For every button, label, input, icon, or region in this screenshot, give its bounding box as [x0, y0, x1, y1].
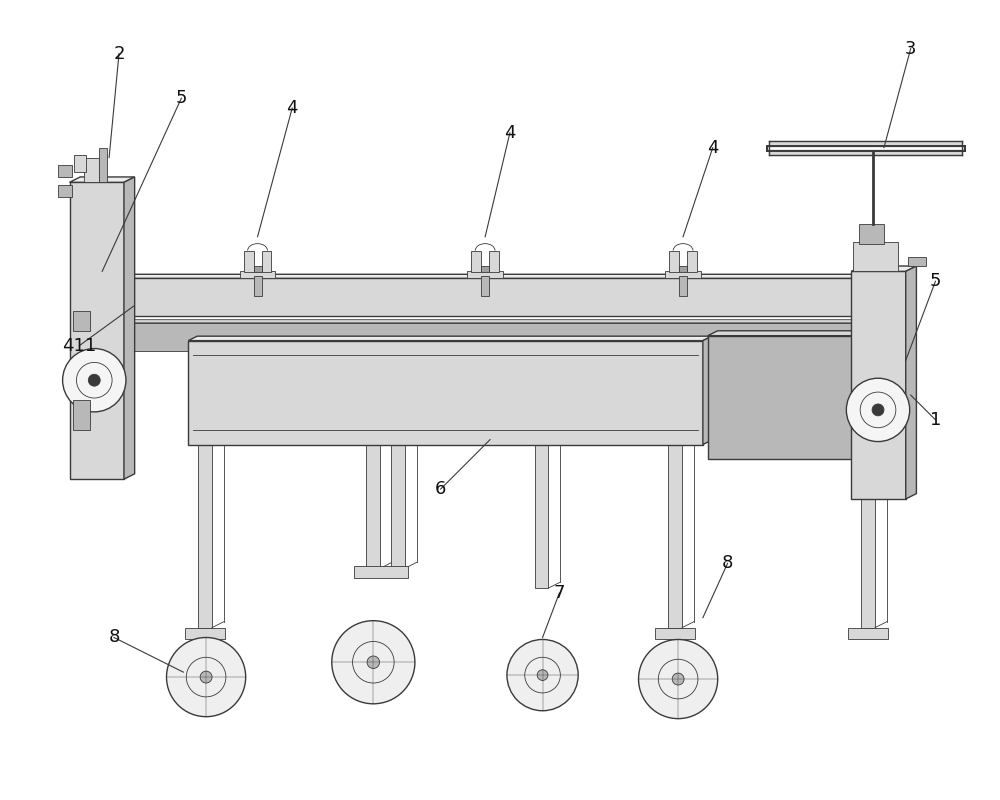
Bar [908, 257, 926, 266]
Bar [58, 166, 72, 178]
Bar [679, 266, 687, 272]
Bar [73, 400, 90, 430]
Text: 2: 2 [113, 45, 125, 62]
Text: 5: 5 [176, 89, 187, 107]
Circle shape [639, 639, 718, 718]
Circle shape [537, 670, 548, 681]
Polygon shape [188, 336, 712, 341]
Bar [687, 250, 697, 272]
Bar [70, 182, 124, 479]
Circle shape [507, 639, 578, 710]
Bar [708, 336, 861, 459]
Polygon shape [703, 336, 712, 445]
Bar [481, 266, 489, 272]
Bar [481, 276, 489, 296]
Bar [74, 154, 86, 172]
Circle shape [63, 349, 126, 412]
Bar [669, 250, 679, 272]
Polygon shape [124, 274, 879, 278]
Polygon shape [124, 320, 877, 323]
Polygon shape [124, 177, 135, 479]
Polygon shape [871, 274, 879, 316]
Text: 4: 4 [286, 99, 298, 117]
Circle shape [200, 671, 212, 683]
Bar [665, 271, 701, 278]
Polygon shape [70, 177, 135, 182]
Bar [655, 628, 695, 639]
Text: 8: 8 [108, 629, 120, 646]
Circle shape [367, 656, 380, 669]
Text: 4: 4 [707, 138, 719, 157]
Bar [848, 628, 888, 639]
Bar [489, 250, 499, 272]
Bar [853, 242, 898, 271]
Bar [58, 186, 72, 197]
Circle shape [167, 638, 246, 717]
Bar [73, 311, 90, 330]
Text: 1: 1 [930, 410, 941, 429]
Text: 4: 4 [504, 124, 516, 142]
Text: 411: 411 [62, 337, 97, 354]
Polygon shape [871, 320, 877, 350]
Text: 8: 8 [722, 554, 733, 572]
Bar [188, 341, 703, 445]
Bar [859, 224, 884, 244]
Polygon shape [906, 266, 916, 499]
Bar [668, 445, 682, 628]
Bar [861, 499, 875, 628]
Bar [366, 445, 380, 568]
Circle shape [88, 374, 100, 386]
Bar [124, 278, 871, 316]
Text: 5: 5 [930, 272, 941, 290]
Circle shape [672, 673, 684, 685]
Bar [471, 250, 481, 272]
Bar [354, 566, 408, 578]
Bar [391, 445, 405, 568]
Bar [198, 445, 212, 628]
Circle shape [332, 621, 415, 704]
Text: 6: 6 [435, 480, 446, 498]
Text: 7: 7 [554, 584, 565, 602]
Bar [254, 266, 262, 272]
Bar [535, 445, 548, 588]
Bar [467, 271, 503, 278]
Bar [124, 323, 871, 350]
Bar [99, 148, 107, 182]
Polygon shape [861, 330, 871, 459]
Circle shape [872, 404, 884, 416]
Bar [240, 271, 275, 278]
Bar [244, 250, 254, 272]
Bar [185, 628, 225, 639]
Polygon shape [708, 330, 871, 336]
Bar [84, 158, 99, 182]
Bar [679, 276, 687, 296]
Text: 3: 3 [905, 40, 916, 58]
Bar [851, 271, 906, 499]
Circle shape [846, 378, 910, 442]
Bar [254, 276, 262, 296]
Polygon shape [851, 266, 916, 271]
Bar [262, 250, 271, 272]
